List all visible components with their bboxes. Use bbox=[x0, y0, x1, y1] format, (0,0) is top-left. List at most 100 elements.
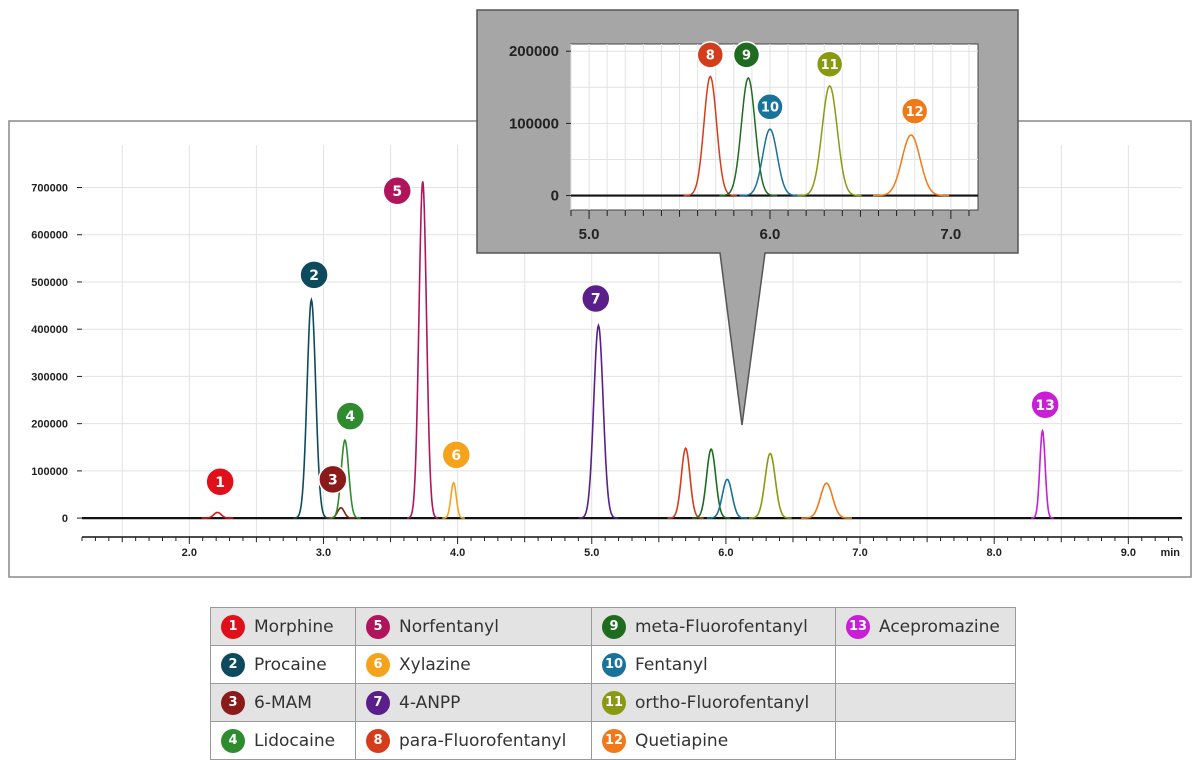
peak-badge-label: 11 bbox=[821, 58, 839, 73]
legend-badge: 9 bbox=[602, 615, 626, 639]
peak-badge-12: 12 bbox=[902, 98, 928, 124]
x-tick-label: 9.0 bbox=[1121, 547, 1136, 559]
legend-compound-name: Norfentanyl bbox=[399, 617, 499, 637]
legend-compound-name: meta-Fluorofentanyl bbox=[635, 617, 808, 637]
x-tick-label: 6.0 bbox=[760, 226, 781, 243]
legend-cell: 9 meta-Fluorofentanyl bbox=[592, 608, 836, 646]
x-tick-label: 2.0 bbox=[182, 547, 197, 559]
y-tick-label: 0 bbox=[62, 513, 68, 525]
legend-cell: 5 Norfentanyl bbox=[356, 608, 592, 646]
legend-entry: 9 meta-Fluorofentanyl bbox=[602, 615, 829, 639]
x-tick-label: 3.0 bbox=[316, 547, 331, 559]
legend-entry: 2 Procaine bbox=[221, 653, 349, 677]
y-tick-label: 500000 bbox=[31, 277, 68, 289]
legend-badge: 3 bbox=[221, 691, 245, 715]
chromatogram-figure: 0 100000 200000 300000 400000 500000 600000 700… bbox=[0, 0, 1192, 600]
peak-badge-label: 6 bbox=[451, 448, 461, 464]
legend-compound-name: Xylazine bbox=[399, 655, 471, 675]
peak-badge-label: 10 bbox=[761, 100, 779, 115]
legend-cell: 13 Acepromazine bbox=[836, 608, 1016, 646]
peak-badge-label: 5 bbox=[392, 184, 402, 200]
legend-cell: 4 Lidocaine bbox=[211, 722, 356, 760]
legend-compound-name: Morphine bbox=[254, 617, 334, 637]
legend-entry: 7 4-ANPP bbox=[366, 691, 585, 715]
legend-entry: 3 6-MAM bbox=[221, 691, 349, 715]
y-tick-label: 400000 bbox=[31, 324, 68, 336]
compound-legend: 1 Morphine 5 Norfentanyl 9 meta-Fluorofentany… bbox=[210, 607, 1016, 760]
x-tick-label: 7.0 bbox=[940, 226, 961, 243]
legend-cell: 3 6-MAM bbox=[211, 684, 356, 722]
legend-entry: 4 Lidocaine bbox=[221, 729, 349, 753]
y-tick-label: 700000 bbox=[31, 183, 68, 195]
x-tick-label: 5.0 bbox=[584, 547, 599, 559]
legend-row: 1 Morphine 5 Norfentanyl 9 meta-Fluorofentany… bbox=[211, 608, 1016, 646]
legend-badge: 10 bbox=[602, 653, 626, 677]
legend-cell: 7 4-ANPP bbox=[356, 684, 592, 722]
y-tick-label: 600000 bbox=[31, 230, 68, 242]
legend-entry: 11 ortho-Fluorofentanyl bbox=[602, 691, 829, 715]
peak-badge-13: 13 bbox=[1031, 391, 1059, 419]
peak-badge-2: 2 bbox=[300, 261, 328, 289]
legend-row: 4 Lidocaine 8 para-Fluorofentanyl 12 Quetiapi… bbox=[211, 722, 1016, 760]
peak-badge-11: 11 bbox=[817, 51, 843, 77]
peak-badge-5: 5 bbox=[383, 177, 411, 205]
legend-cell: 12 Quetiapine bbox=[592, 722, 836, 760]
legend-badge: 12 bbox=[602, 729, 626, 753]
peak-badge-9: 9 bbox=[733, 42, 759, 68]
x-tick-label: 4.0 bbox=[450, 547, 465, 559]
legend-entry: 10 Fentanyl bbox=[602, 653, 829, 677]
peak-badge-4: 4 bbox=[336, 402, 364, 430]
peak-badge-1: 1 bbox=[206, 468, 234, 496]
peak-badge-10: 10 bbox=[757, 94, 783, 120]
y-tick-label: 200000 bbox=[509, 43, 559, 60]
legend-badge: 1 bbox=[221, 615, 245, 639]
legend-badge: 8 bbox=[366, 729, 390, 753]
y-tick-label: 0 bbox=[551, 188, 559, 205]
y-tick-label: 100000 bbox=[31, 466, 68, 478]
legend-entry: 6 Xylazine bbox=[366, 653, 585, 677]
legend-compound-name: 6-MAM bbox=[254, 693, 312, 713]
legend-compound-name: 4-ANPP bbox=[399, 693, 460, 713]
peak-badge-label: 4 bbox=[345, 409, 355, 425]
y-tick-label: 100000 bbox=[509, 115, 559, 132]
peak-badge-label: 1 bbox=[215, 475, 225, 491]
legend-compound-name: Procaine bbox=[254, 655, 327, 675]
peak-badge-8: 8 bbox=[697, 42, 723, 68]
legend-entry: 13 Acepromazine bbox=[846, 615, 1009, 639]
peak-badge-6: 6 bbox=[442, 441, 470, 469]
x-tick-label: 6.0 bbox=[718, 547, 733, 559]
legend-entry: 8 para-Fluorofentanyl bbox=[366, 729, 585, 753]
legend-entry: 1 Morphine bbox=[221, 615, 349, 639]
legend-badge: 11 bbox=[602, 691, 626, 715]
legend-cell: 6 Xylazine bbox=[356, 646, 592, 684]
legend-cell: 10 Fentanyl bbox=[592, 646, 836, 684]
y-tick-label: 300000 bbox=[31, 371, 68, 383]
legend-badge: 6 bbox=[366, 653, 390, 677]
peak-badge-label: 2 bbox=[309, 268, 319, 284]
legend-compound-name: para-Fluorofentanyl bbox=[399, 731, 566, 751]
legend-compound-name: Fentanyl bbox=[635, 655, 708, 675]
legend-entry: 12 Quetiapine bbox=[602, 729, 829, 753]
peak-badge-label: 12 bbox=[906, 105, 924, 120]
y-tick-label: 200000 bbox=[31, 419, 68, 431]
x-tick-label: 7.0 bbox=[852, 547, 867, 559]
x-tick-label: 5.0 bbox=[579, 226, 600, 243]
peak-badge-label: 3 bbox=[328, 472, 338, 488]
legend-compound-name: Quetiapine bbox=[635, 731, 728, 751]
legend-entry: 5 Norfentanyl bbox=[366, 615, 585, 639]
peak-badge-label: 13 bbox=[1035, 398, 1054, 414]
legend-cell bbox=[836, 722, 1016, 760]
legend-badge: 5 bbox=[366, 615, 390, 639]
peak-badge-label: 9 bbox=[742, 49, 751, 64]
legend-badge: 2 bbox=[221, 653, 245, 677]
legend-cell: 1 Morphine bbox=[211, 608, 356, 646]
legend-compound-name: Lidocaine bbox=[254, 731, 335, 751]
x-tick-label: 8.0 bbox=[987, 547, 1002, 559]
legend-badge: 4 bbox=[221, 729, 245, 753]
legend-row: 2 Procaine 6 Xylazine 10 Fentanyl bbox=[211, 646, 1016, 684]
legend-row: 3 6-MAM 7 4-ANPP 11 ortho-Fluorofentanyl bbox=[211, 684, 1016, 722]
peak-badge-3: 3 bbox=[319, 465, 347, 493]
legend-cell: 8 para-Fluorofentanyl bbox=[356, 722, 592, 760]
peak-badge-label: 8 bbox=[706, 49, 715, 64]
peak-badge-label: 7 bbox=[591, 292, 601, 308]
